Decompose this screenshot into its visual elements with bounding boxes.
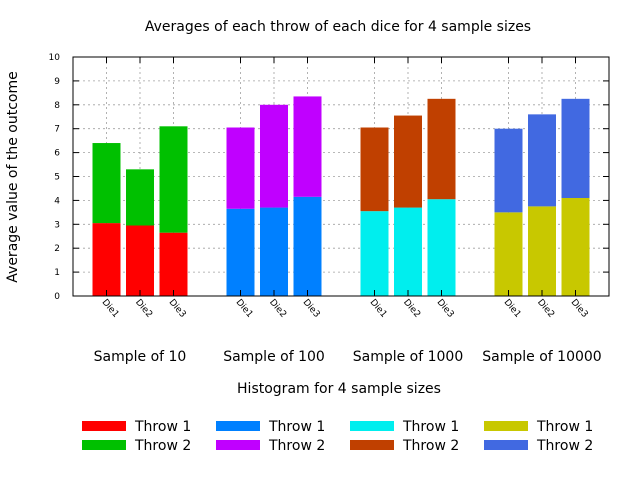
y-tick-label: 5 [54, 173, 60, 183]
y-tick-label: 0 [54, 292, 60, 302]
chart-title: Averages of each throw of each dice for … [145, 19, 531, 35]
x-tick-label: Die2 [267, 298, 288, 320]
bar-throw-1 [360, 211, 389, 296]
bar-throw-1 [427, 199, 456, 296]
y-tick-label: 3 [54, 220, 60, 230]
group-labels: Sample of 10 Sample of 100 Sample of 1000 S… [94, 349, 602, 365]
legend-label: Throw 1 [402, 419, 459, 435]
bar-throw-1 [394, 207, 422, 296]
y-tick-label: 2 [54, 244, 60, 254]
bar-throw-1 [126, 225, 154, 296]
bar-throw-2 [260, 104, 288, 208]
x-tick-label: Die3 [435, 298, 456, 320]
group-label: Sample of 10000 [482, 349, 601, 365]
y-ticks: 0 1 2 3 4 5 6 7 8 9 10 [49, 53, 609, 302]
bar-throw-2 [92, 143, 121, 224]
bar-throw-1 [226, 208, 255, 296]
bar-throw-2 [561, 98, 590, 199]
legend-label: Throw 1 [536, 419, 593, 435]
legend-swatch [350, 440, 394, 450]
legend-swatch [216, 421, 260, 431]
y-tick-label: 6 [54, 149, 60, 159]
legend-label: Throw 2 [402, 438, 459, 454]
x-axis-label: Histogram for 4 sample sizes [237, 381, 441, 397]
bar-throw-2 [494, 128, 523, 213]
bar-throw-1 [561, 198, 590, 296]
legend-swatch [484, 440, 528, 450]
legend-swatch [82, 421, 126, 431]
legend-swatch [216, 440, 260, 450]
bars [92, 96, 590, 296]
y-axis-label: Average value of the outcome [5, 71, 21, 282]
legend-swatch [484, 421, 528, 431]
y-tick-label: 10 [49, 53, 61, 63]
legend-label: Throw 2 [134, 438, 191, 454]
legend-swatch [82, 440, 126, 450]
bar-throw-2 [394, 115, 422, 208]
y-tick-label: 1 [54, 268, 60, 278]
bar-throw-1 [528, 206, 556, 296]
bar-throw-2 [528, 114, 556, 207]
y-tick-label: 8 [54, 101, 60, 111]
x-tick-label: Die2 [401, 298, 422, 320]
y-tick-label: 7 [54, 125, 60, 135]
bar-throw-2 [159, 126, 188, 233]
bar-throw-1 [159, 232, 188, 296]
x-tick-label: Die1 [368, 298, 389, 320]
legend-swatch [350, 421, 394, 431]
bar-throw-2 [126, 169, 154, 226]
group-label: Sample of 100 [223, 349, 325, 365]
bar-throw-2 [427, 98, 456, 200]
x-tick-label: Die1 [234, 298, 255, 320]
group-label: Sample of 10 [94, 349, 187, 365]
bar-throw-1 [92, 223, 121, 296]
x-tick-label: Die3 [569, 298, 590, 320]
bar-throw-1 [494, 212, 523, 296]
bar-throw-1 [260, 207, 288, 296]
bar-throw-2 [360, 127, 389, 212]
legend-label: Throw 1 [134, 419, 191, 435]
bar-throw-2 [226, 127, 255, 209]
legend-label: Throw 2 [536, 438, 593, 454]
x-tick-label: Die1 [502, 298, 523, 320]
y-tick-label: 9 [54, 77, 60, 87]
x-tick-label: Die1 [100, 298, 121, 320]
group-label: Sample of 1000 [353, 349, 464, 365]
x-tick-label: Die3 [167, 298, 188, 320]
x-tick-label: Die2 [535, 298, 556, 320]
legend-label: Throw 2 [268, 438, 325, 454]
legend: Throw 1 Throw 2 Throw 1 Throw 2 Throw 1 Throw… [82, 419, 593, 454]
bar-throw-1 [293, 196, 322, 296]
x-tick-label: Die3 [301, 298, 322, 320]
y-tick-label: 4 [54, 196, 60, 206]
bar-throw-2 [293, 96, 322, 197]
x-tick-label: Die2 [133, 298, 154, 320]
legend-label: Throw 1 [268, 419, 325, 435]
